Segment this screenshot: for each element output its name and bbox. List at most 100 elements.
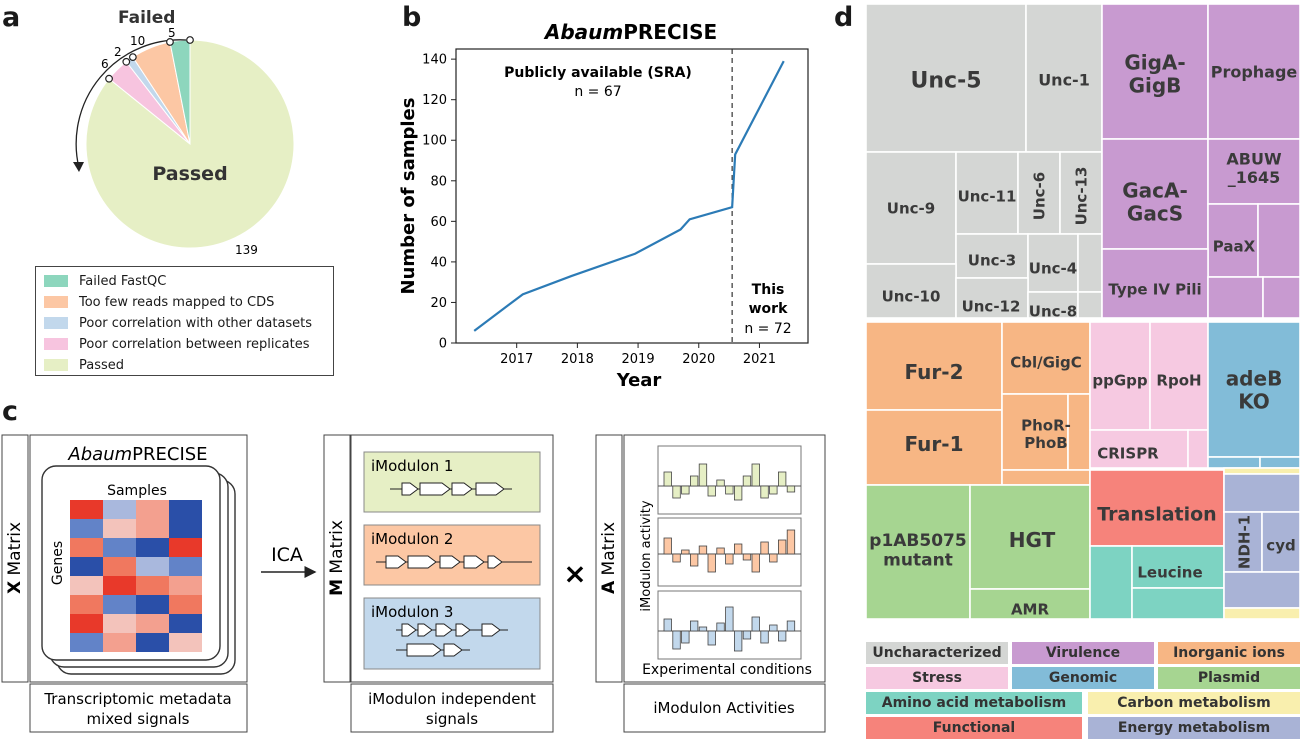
treemap-tile <box>1101 138 1209 250</box>
heatmap-cell <box>103 519 136 538</box>
a-ylabel: iModulon activity <box>639 500 654 611</box>
y-tick-label: 20 <box>430 296 447 311</box>
activity-panel <box>657 445 802 515</box>
panel-label-c: c <box>2 396 19 427</box>
legend-item: Poor correlation with other datasets <box>44 314 312 332</box>
a-xlabel: Experimental conditions <box>642 662 812 678</box>
ica-label: ICA <box>271 544 303 566</box>
legend-swatch <box>44 359 68 371</box>
pie-boundary-dot <box>122 57 131 66</box>
treemap-tile <box>1207 321 1301 458</box>
activity-bar <box>672 485 681 499</box>
activity-bar <box>742 553 752 561</box>
treemap-tile <box>1059 151 1103 235</box>
activity-bar <box>786 620 796 632</box>
imodulon-3-label: iModulon 3 <box>371 603 453 621</box>
treemap-tile-label: RpoH <box>1156 371 1201 389</box>
y-tick-label: 60 <box>430 215 447 230</box>
pie-value-label-6: 6 <box>101 57 109 71</box>
gene-arrow-icon <box>439 555 461 569</box>
heatmap-cell <box>70 633 103 652</box>
treemap-tile-label: Type IV Pili <box>1108 280 1201 298</box>
treemap-tile <box>1131 545 1225 589</box>
gene-arrow-icon <box>463 555 485 569</box>
legend-label: Too few reads mapped to CDS <box>79 294 275 310</box>
x-tick-label: 2020 <box>682 352 715 367</box>
activity-bars <box>657 445 802 660</box>
pie-center-label: Passed <box>152 163 227 185</box>
y-tick-label: 120 <box>422 93 447 108</box>
a-matrix-side <box>595 434 623 683</box>
heatmap-cell <box>70 538 103 557</box>
a-matrix-label: A Matrix <box>599 522 619 594</box>
heatmap-cell <box>136 538 169 557</box>
legend-label: Poor correlation between replicates <box>79 336 310 352</box>
gene-arrow-icon <box>451 482 473 496</box>
gene-arrow-icon <box>401 623 417 637</box>
x-tick-label: 2018 <box>561 352 594 367</box>
activity-bar <box>716 547 725 555</box>
treemap-tile <box>866 4 1027 153</box>
activity-bar <box>716 479 725 487</box>
legend-plasmid: Plasmid <box>1158 667 1300 689</box>
y-tick-label: 0 <box>439 337 447 352</box>
legend-carbon: Carbon metabolism <box>1088 692 1300 714</box>
heatmap-cell <box>136 500 169 519</box>
treemap-tile <box>1207 276 1264 319</box>
treemap-tile-label: Unc-12 <box>962 297 1021 315</box>
activity-bar <box>672 630 681 650</box>
heatmap-cell <box>169 595 202 614</box>
line-chart: AbaumPRECISE 0 20 40 60 80 100 120 140 2017 2018… <box>398 20 809 391</box>
legend-item: Poor correlation between replicates <box>44 335 310 353</box>
gene-arrow-icon <box>385 555 407 569</box>
treemap-tile-label: p1AB5075 mutant <box>869 531 966 571</box>
activity-bar <box>698 545 708 555</box>
legend-label: Failed FastQC <box>79 273 167 289</box>
x-matrix-title: AbaumPRECISE <box>67 444 207 465</box>
treemap-tile <box>1131 587 1225 620</box>
treemap-tile-label: Unc-8 <box>1029 302 1077 320</box>
treemap-tile <box>1223 473 1301 513</box>
m-matrix-label: M Matrix <box>327 520 347 596</box>
legend-functional: Functional <box>866 717 1082 739</box>
treemap-tile <box>1001 469 1091 486</box>
gene-arrow-icon <box>481 623 501 637</box>
treemap-tile <box>1207 203 1259 278</box>
imodulon-1-label: iModulon 1 <box>371 457 453 475</box>
a-caption: iModulon Activities <box>653 699 795 717</box>
annotation-sra: Publicly available (SRA) <box>504 65 692 81</box>
activity-bar <box>725 606 734 632</box>
annotation-sra-n: n = 67 <box>574 84 621 100</box>
heatmap-cell <box>70 595 103 614</box>
a-caption-box <box>623 683 826 733</box>
treemap-tile <box>1262 276 1301 319</box>
treemap-tile <box>1223 607 1301 620</box>
treemap-tile-label: adeB KO <box>1226 367 1283 414</box>
legend-swatch <box>44 338 68 350</box>
x-tick-label: 2019 <box>622 352 655 367</box>
treemap-tile <box>955 277 1029 319</box>
pie-boundary-dot <box>105 74 113 83</box>
treemap-tile <box>969 484 1091 590</box>
m-caption-box <box>350 683 554 733</box>
legend-virulence: Virulence <box>1012 642 1154 664</box>
treemap-tile <box>1223 467 1301 475</box>
legend-energy: Energy metabolism <box>1088 717 1300 739</box>
gene-arrow-icon <box>487 555 503 569</box>
gene-arrow-icon <box>401 482 419 496</box>
treemap-tile <box>969 588 1091 620</box>
activity-bar <box>734 543 743 555</box>
y-tick-label: 140 <box>422 53 447 68</box>
treemap-tile-label: Unc-1 <box>1038 71 1090 90</box>
annotation-this: This <box>752 282 785 298</box>
treemap-tile-label: CRISPR <box>1097 444 1159 462</box>
activity-bar <box>742 630 752 640</box>
activity-bar <box>716 622 725 632</box>
treemap-tile <box>1001 321 1091 395</box>
treemap-tile <box>1149 321 1209 431</box>
m-matrix-side <box>323 434 351 683</box>
treemap-tile <box>1101 248 1209 319</box>
x-caption-line1: Transcriptomic metadata <box>43 690 231 708</box>
activity-bar <box>690 620 699 632</box>
heatmap-cell <box>70 614 103 633</box>
